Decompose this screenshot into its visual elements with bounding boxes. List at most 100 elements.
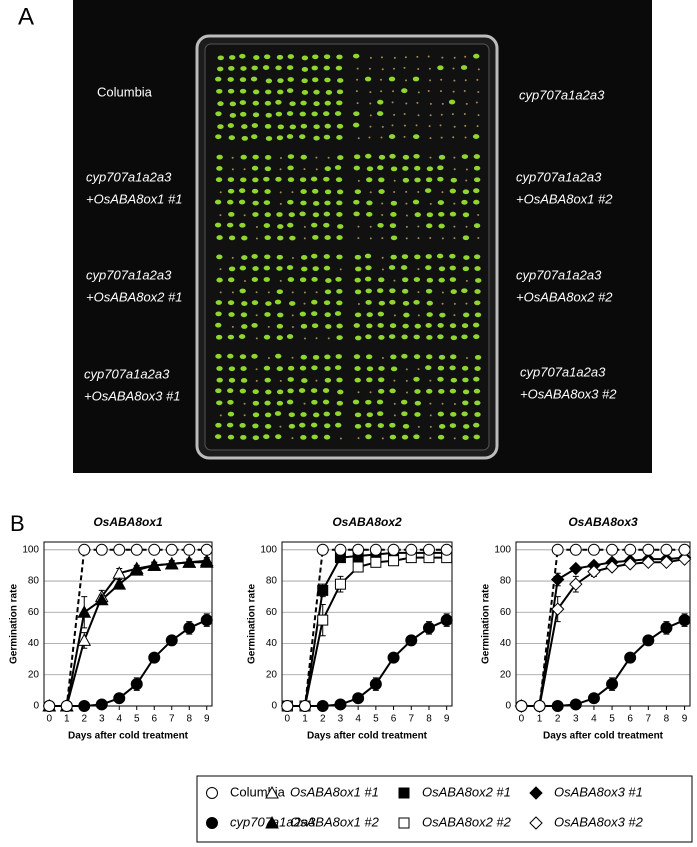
seed bbox=[464, 55, 467, 58]
marker bbox=[677, 552, 692, 566]
seed bbox=[428, 125, 431, 128]
seed bbox=[465, 102, 468, 105]
seedling bbox=[276, 254, 284, 260]
x-tick-label: 1 bbox=[537, 714, 543, 725]
x-tick-label: 6 bbox=[627, 714, 633, 725]
seedling bbox=[414, 165, 421, 171]
seedling bbox=[239, 422, 246, 428]
seedling bbox=[324, 100, 331, 106]
seedling bbox=[461, 365, 469, 371]
seedling bbox=[239, 222, 246, 228]
seedling bbox=[403, 312, 410, 318]
seed bbox=[441, 191, 444, 194]
seedling bbox=[324, 189, 332, 195]
seedling bbox=[264, 412, 272, 418]
seedling bbox=[366, 412, 374, 418]
seed bbox=[315, 337, 318, 340]
seedling bbox=[364, 76, 372, 82]
seedling bbox=[215, 334, 223, 340]
seedling bbox=[264, 123, 272, 129]
seed bbox=[405, 214, 408, 217]
seedling bbox=[336, 100, 343, 106]
seedling bbox=[263, 277, 270, 282]
seed bbox=[315, 291, 318, 294]
seed bbox=[405, 79, 408, 82]
seedling bbox=[354, 189, 362, 195]
legend-marker bbox=[398, 817, 410, 829]
seedling bbox=[215, 388, 222, 394]
seedling bbox=[215, 111, 222, 117]
seedling bbox=[276, 135, 284, 141]
seedling bbox=[336, 189, 344, 195]
seedling bbox=[253, 55, 260, 60]
seedling bbox=[413, 354, 421, 360]
seedling bbox=[438, 354, 446, 360]
seed bbox=[441, 302, 444, 305]
seed bbox=[369, 391, 372, 394]
marker bbox=[113, 543, 126, 556]
seedling bbox=[265, 301, 272, 306]
seedling bbox=[286, 134, 294, 139]
seedling bbox=[252, 400, 260, 406]
seedling bbox=[299, 277, 307, 283]
seedling bbox=[275, 434, 282, 440]
series-line bbox=[49, 548, 207, 707]
seedling bbox=[323, 434, 331, 440]
seedling bbox=[448, 99, 456, 105]
chart-title: OsABA8ox3 bbox=[568, 515, 638, 529]
seed bbox=[417, 91, 420, 94]
y-tick-label: 20 bbox=[500, 669, 512, 680]
seedling bbox=[311, 365, 318, 371]
marker bbox=[113, 692, 126, 705]
seed bbox=[291, 314, 294, 317]
seedling bbox=[462, 266, 470, 272]
x-tick-label: 5 bbox=[134, 714, 140, 725]
series-line bbox=[287, 551, 447, 707]
seedling bbox=[286, 88, 294, 94]
seed bbox=[429, 379, 432, 382]
seedling bbox=[426, 335, 433, 340]
seedling bbox=[252, 200, 259, 206]
seed bbox=[453, 79, 456, 82]
seedling bbox=[425, 323, 432, 328]
seedling bbox=[366, 200, 373, 206]
seed bbox=[231, 256, 234, 259]
seedling bbox=[228, 211, 235, 217]
seed bbox=[429, 425, 432, 428]
seedling bbox=[301, 67, 309, 72]
legend-box bbox=[196, 775, 693, 843]
seedling bbox=[227, 177, 235, 182]
x-tick-label: 1 bbox=[302, 714, 308, 725]
marker bbox=[182, 555, 197, 568]
seed bbox=[303, 237, 306, 240]
legend-marker bbox=[529, 786, 543, 800]
seedling bbox=[473, 223, 481, 229]
seedling bbox=[276, 289, 284, 295]
seedling bbox=[217, 66, 224, 72]
seed bbox=[339, 437, 342, 440]
seed bbox=[381, 268, 384, 271]
seedling bbox=[312, 77, 319, 83]
seed bbox=[475, 101, 478, 104]
seedling bbox=[251, 353, 258, 359]
seedling bbox=[473, 165, 481, 171]
seed bbox=[357, 137, 360, 140]
seedling bbox=[450, 177, 458, 183]
seed bbox=[279, 425, 282, 428]
marker bbox=[642, 634, 655, 647]
marker bbox=[405, 543, 418, 556]
photo-label: +OsABA8ox1 #1 bbox=[86, 191, 182, 206]
seedling bbox=[323, 65, 330, 71]
seedling bbox=[216, 88, 223, 94]
seed bbox=[380, 78, 383, 81]
photo-label: cyp707a1a2a3 bbox=[516, 267, 602, 282]
seedling bbox=[310, 176, 318, 182]
seed bbox=[279, 202, 282, 205]
seedling bbox=[414, 389, 421, 394]
seedling bbox=[461, 199, 468, 205]
seedling bbox=[227, 353, 234, 359]
seedling bbox=[227, 411, 235, 417]
seedling bbox=[298, 388, 306, 393]
seed bbox=[219, 268, 222, 271]
seedling bbox=[336, 254, 343, 260]
